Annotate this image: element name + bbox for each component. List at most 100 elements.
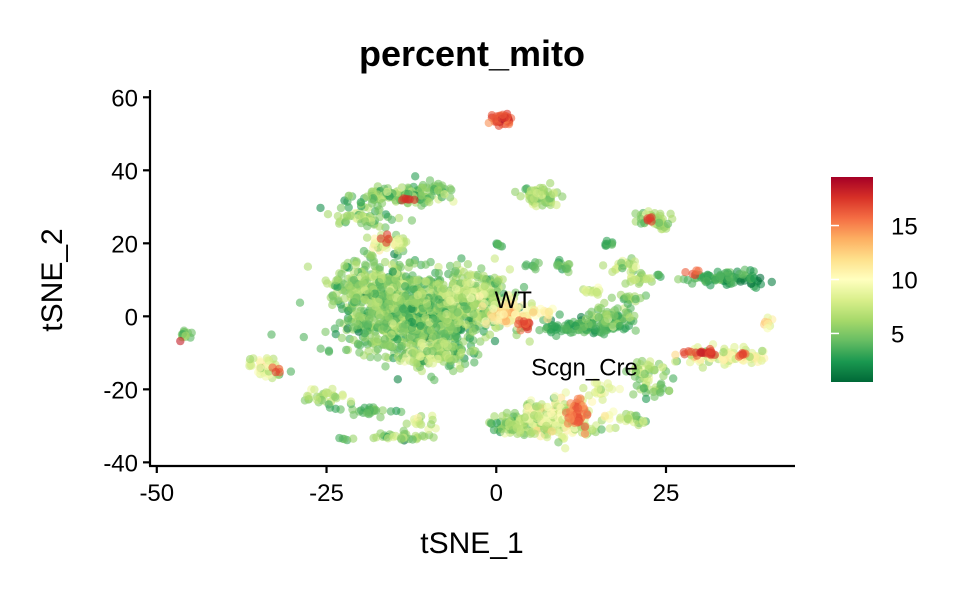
data-point [486, 419, 496, 428]
data-point [563, 419, 573, 428]
y-tick-label: 60 [111, 85, 138, 112]
data-point [416, 352, 425, 361]
data-point [636, 268, 645, 278]
data-point [271, 367, 280, 377]
data-point [478, 302, 487, 311]
data-point [421, 260, 430, 269]
data-point [328, 300, 337, 310]
data-point [631, 326, 640, 335]
data-point [286, 367, 296, 376]
data-point [492, 418, 501, 428]
data-point [362, 233, 372, 242]
data-point [335, 318, 344, 327]
data-point [439, 280, 448, 290]
data-point [304, 395, 314, 404]
data-point [493, 239, 503, 248]
data-point [426, 326, 436, 335]
data-point [692, 266, 701, 275]
data-point [323, 388, 333, 398]
data-point [480, 281, 490, 291]
data-point [382, 230, 392, 239]
data-point [466, 347, 475, 356]
data-point [453, 333, 462, 342]
data-point [367, 250, 376, 260]
data-point [267, 330, 276, 339]
x-tick-label: 25 [653, 480, 680, 507]
data-point [433, 354, 442, 364]
data-point [560, 321, 570, 330]
data-point [671, 357, 680, 366]
data-point [344, 191, 353, 201]
annotations-layer: WT Scgn_Cre [495, 287, 638, 382]
data-point [335, 433, 344, 443]
data-point [324, 400, 333, 409]
data-point [469, 310, 478, 319]
data-point [375, 205, 384, 214]
data-point [550, 392, 560, 401]
data-point [654, 270, 663, 279]
data-point [343, 316, 353, 325]
data-point [393, 375, 402, 384]
data-point [255, 363, 264, 372]
data-point [332, 276, 341, 285]
data-point [337, 269, 346, 279]
data-point [381, 362, 390, 371]
data-point [730, 342, 739, 352]
data-point [413, 291, 422, 300]
data-point [702, 276, 711, 286]
data-point [537, 187, 546, 196]
data-point [351, 296, 360, 305]
data-point [349, 275, 359, 285]
data-point [378, 406, 387, 415]
data-point [706, 347, 716, 356]
annotation-scgn-cre: Scgn_Cre [531, 354, 638, 381]
legend-tick-label: 15 [891, 214, 918, 241]
data-point [462, 286, 471, 295]
data-point [375, 222, 384, 231]
data-point [424, 356, 433, 365]
data-point [519, 282, 529, 292]
data-point [380, 302, 390, 312]
data-point [598, 395, 607, 404]
data-point [490, 254, 499, 263]
data-point [470, 358, 479, 367]
legend-tick-label: 10 [891, 268, 918, 295]
data-point [354, 339, 363, 348]
data-point [498, 110, 507, 120]
data-point [396, 263, 405, 272]
data-point [381, 352, 390, 361]
data-point [465, 270, 475, 279]
data-point [387, 215, 396, 224]
data-point [525, 337, 534, 346]
data-point [763, 324, 772, 333]
data-point [615, 322, 625, 331]
data-point [428, 346, 437, 356]
legend-tick-label: 5 [891, 321, 904, 348]
data-point [632, 358, 642, 367]
data-point [663, 219, 673, 229]
data-point [434, 295, 443, 304]
data-point [719, 348, 728, 357]
data-point [388, 342, 397, 351]
data-point [425, 176, 435, 185]
data-point [615, 384, 624, 394]
data-point [616, 413, 625, 422]
data-point [457, 348, 466, 357]
data-point [631, 367, 641, 377]
data-point [426, 420, 436, 429]
data-point [356, 198, 365, 207]
data-point [643, 214, 652, 223]
data-point [656, 388, 665, 397]
data-point [316, 203, 325, 213]
data-point [358, 279, 367, 288]
data-point [738, 350, 747, 359]
data-point [547, 328, 556, 337]
data-point [631, 262, 641, 272]
data-point [411, 172, 420, 181]
data-point [543, 314, 552, 324]
data-point [443, 298, 452, 307]
data-point [489, 425, 499, 435]
data-point [466, 294, 475, 303]
data-point [342, 211, 352, 221]
